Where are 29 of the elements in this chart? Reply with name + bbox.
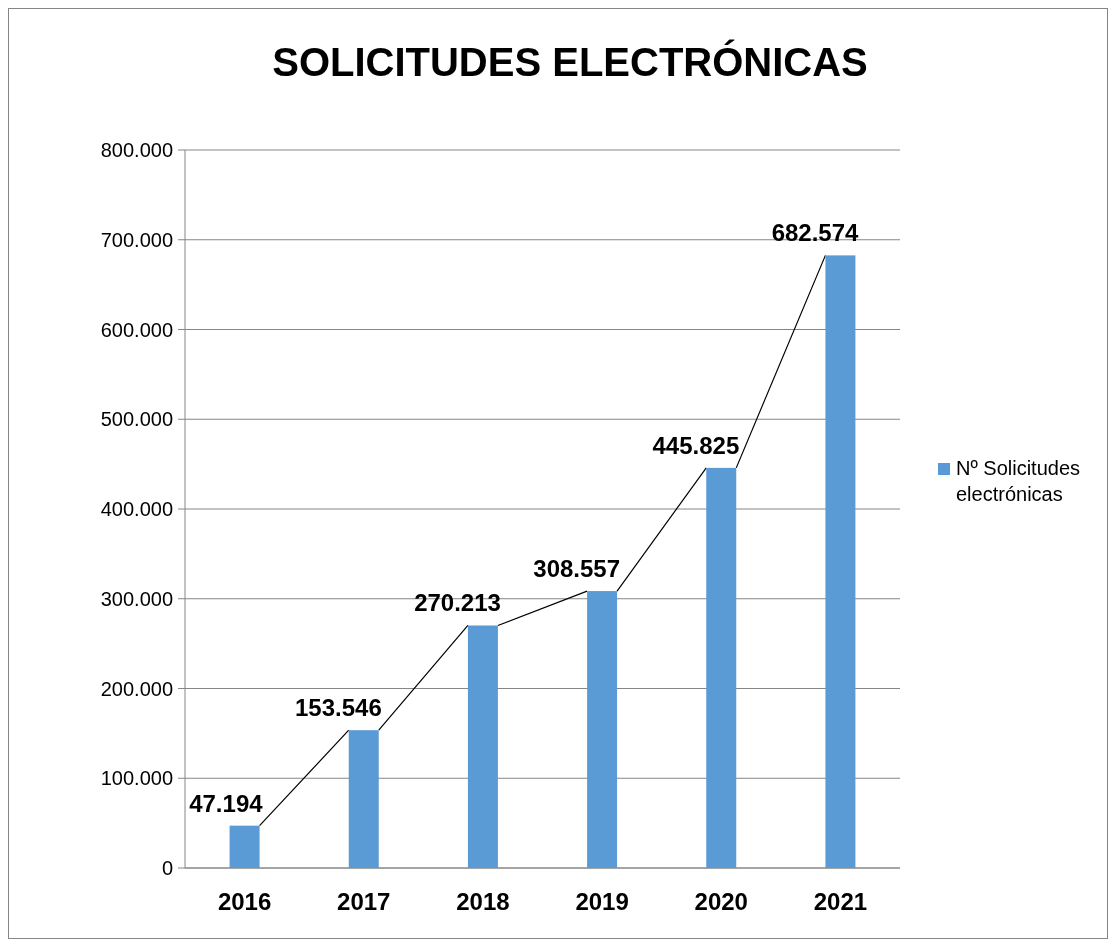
- bar: [706, 467, 737, 868]
- y-tick-label: 100.000: [100, 767, 173, 790]
- data-label: 445.825: [652, 431, 740, 459]
- bar: [587, 591, 618, 868]
- bar: [825, 255, 856, 868]
- x-tick-label: 2017: [337, 888, 391, 915]
- data-label: 270.213: [414, 589, 501, 617]
- x-tick-label: 2018: [456, 888, 510, 915]
- bar: [348, 730, 379, 868]
- y-tick-label: 700.000: [100, 228, 173, 251]
- data-label: 308.557: [533, 555, 621, 583]
- x-tick-label: 2020: [694, 888, 748, 915]
- bar: [229, 825, 260, 868]
- y-tick-label: 400.000: [100, 498, 173, 520]
- x-tick-label: 2016: [217, 888, 272, 915]
- data-label: 47.194: [189, 789, 264, 817]
- bar: [467, 625, 498, 868]
- y-tick-label: 200.000: [100, 677, 173, 700]
- y-tick-label: 500.000: [100, 408, 173, 431]
- x-tick-label: 2019: [575, 888, 629, 915]
- y-tick-label: 0: [161, 857, 173, 879]
- y-tick-label: 300.000: [100, 587, 173, 610]
- x-tick-label: 2021: [813, 888, 868, 915]
- y-tick-label: 600.000: [100, 318, 173, 341]
- legend-label: Nº Solicitudes electrónicas: [956, 457, 1081, 505]
- y-tick-label: 800.000: [100, 139, 173, 161]
- chart-title: SOLICITUDES ELECTRÓNICAS: [272, 39, 868, 84]
- data-label: 682.574: [771, 219, 860, 247]
- data-label: 153.546: [294, 694, 382, 722]
